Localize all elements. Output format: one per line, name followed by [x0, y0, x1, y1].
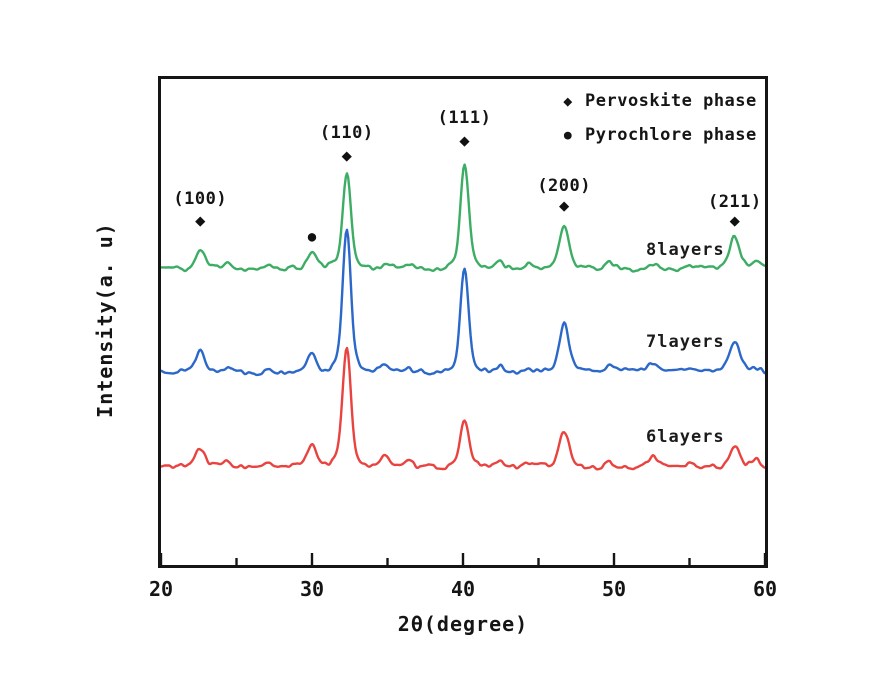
- peak-label-200: (200): [537, 176, 591, 196]
- legend-row-pervoskite: ◆ Pervoskite phase: [560, 91, 757, 111]
- plot-area: ◆ Pervoskite phase ● Pyrochlore phase (100)…: [158, 76, 768, 568]
- x-axis-title: 2θ(degree): [397, 612, 529, 636]
- y-axis-title: Intensity(a. u): [93, 222, 117, 418]
- peak-label-110: (110): [319, 123, 374, 143]
- peak-label-111: (111): [437, 108, 492, 128]
- legend-label: Pervoskite phase: [585, 91, 757, 111]
- series-label-7layers: 7layers: [646, 332, 725, 352]
- perovskite-diamond-icon: ◆: [729, 211, 740, 231]
- pyrochlore-circle-icon: ●: [307, 229, 317, 245]
- legend-row-pyrochlore: ● Pyrochlore phase: [560, 125, 757, 145]
- circle-icon: ●: [563, 127, 573, 143]
- perovskite-diamond-icon: ◆: [195, 211, 206, 231]
- series-label-6layers: 6layers: [646, 427, 725, 447]
- peak-label-100: (100): [173, 189, 228, 209]
- x-tick-label-20: 20: [148, 577, 174, 601]
- peak-label-211: (211): [707, 192, 762, 212]
- perovskite-diamond-icon: ◆: [341, 146, 352, 166]
- legend-label: Pyrochlore phase: [585, 125, 757, 145]
- series-label-8layers: 8layers: [646, 240, 725, 260]
- x-tick-label-60: 60: [752, 577, 778, 601]
- xrd-curves-svg: [161, 163, 765, 565]
- perovskite-diamond-icon: ◆: [459, 131, 470, 151]
- xrd-curve-8layers: [161, 163, 765, 273]
- xrd-curve-6layers: [161, 346, 765, 471]
- x-tick-label-50: 50: [601, 577, 627, 601]
- xrd-curve-7layers: [161, 228, 765, 377]
- diamond-icon: ◆: [563, 91, 573, 110]
- x-tick-label-40: 40: [450, 577, 476, 601]
- x-tick-label-30: 30: [299, 577, 325, 601]
- perovskite-diamond-icon: ◆: [559, 196, 570, 216]
